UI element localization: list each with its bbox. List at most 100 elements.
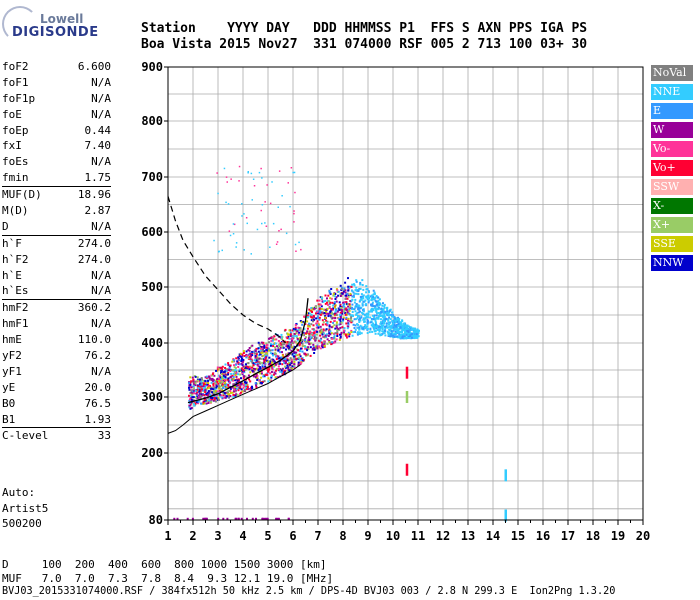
echo-point xyxy=(298,331,301,334)
echo-point xyxy=(272,337,275,340)
echo-point xyxy=(339,284,342,287)
echo-point xyxy=(266,347,269,350)
echo-point xyxy=(326,301,328,304)
echo-point xyxy=(237,387,240,389)
echo-point xyxy=(343,287,346,290)
echo-point xyxy=(196,388,199,391)
echo-point xyxy=(307,325,310,328)
echo-point xyxy=(248,349,251,352)
echo-point xyxy=(216,366,219,369)
echo-point xyxy=(229,234,232,237)
echo-point xyxy=(382,322,385,325)
echo-point xyxy=(358,304,361,307)
echo-point xyxy=(312,318,315,321)
param-value: 360.2 xyxy=(77,301,111,315)
echo-point xyxy=(275,369,277,372)
echo-point xyxy=(323,344,326,347)
echo-point xyxy=(264,222,266,224)
echo-point xyxy=(336,335,339,337)
echo-point xyxy=(237,361,240,364)
echo-point xyxy=(316,299,319,302)
echo-point xyxy=(254,352,256,355)
echo-point xyxy=(374,329,377,332)
echo-point xyxy=(312,345,315,348)
echo-point xyxy=(280,369,283,372)
echo-point xyxy=(406,326,409,328)
x-tick-label: 10 xyxy=(386,529,400,543)
echo-point xyxy=(364,317,367,319)
echo-point xyxy=(378,315,381,318)
echo-point xyxy=(229,370,232,372)
echo-point xyxy=(315,317,318,320)
echo-point xyxy=(335,300,338,303)
echo-point xyxy=(413,333,416,335)
param-row: hmF1 N/A xyxy=(2,316,111,332)
echo-point xyxy=(199,395,202,398)
echo-point xyxy=(318,316,321,319)
echo-point xyxy=(339,337,342,339)
x-tick-label: 15 xyxy=(511,529,525,543)
echo-point xyxy=(304,332,307,335)
echo-point xyxy=(381,327,384,330)
echo-point xyxy=(388,310,391,313)
echo-point xyxy=(218,389,221,392)
echo-point xyxy=(232,372,235,375)
echo-point xyxy=(196,379,199,382)
echo-point xyxy=(328,303,331,305)
echo-point xyxy=(389,335,392,338)
echo-point xyxy=(301,350,304,353)
echo-point xyxy=(255,517,257,520)
echo-point xyxy=(372,298,374,301)
echo-point xyxy=(398,328,401,331)
echo-point xyxy=(414,331,416,334)
echo-point xyxy=(318,312,321,315)
x-tick-label: 19 xyxy=(611,529,625,543)
echo-point xyxy=(193,404,196,407)
echo-point xyxy=(407,334,410,336)
echo-point xyxy=(263,361,266,364)
echo-point xyxy=(364,299,367,302)
echo-point xyxy=(251,352,254,355)
echo-point xyxy=(268,379,271,382)
echo-point xyxy=(355,286,358,289)
echo-point xyxy=(296,337,299,340)
echo-point xyxy=(311,308,314,311)
echo-point xyxy=(379,327,382,330)
echo-point xyxy=(266,344,268,346)
echo-point xyxy=(369,327,372,330)
echo-point xyxy=(191,517,194,520)
echo-point xyxy=(241,372,244,375)
echo-point xyxy=(308,332,311,335)
echo-point xyxy=(235,381,238,384)
echo-point xyxy=(337,328,340,331)
echo-point xyxy=(264,352,267,355)
echo-point xyxy=(290,358,293,361)
echo-point xyxy=(320,341,323,344)
echo-point xyxy=(321,344,324,347)
echo-point xyxy=(234,371,236,374)
profile-curve xyxy=(187,298,309,404)
echo-point xyxy=(358,333,361,335)
echo-point xyxy=(218,374,221,377)
echo-point xyxy=(286,332,289,335)
echo-point xyxy=(366,327,369,330)
echo-point xyxy=(365,295,368,298)
param-row: yF2 76.2 xyxy=(2,348,111,364)
echo-point xyxy=(291,337,294,340)
echo-point xyxy=(404,326,407,329)
echo-point xyxy=(311,348,314,351)
echo-point xyxy=(331,301,334,304)
echo-point xyxy=(314,331,317,334)
echo-point xyxy=(291,367,294,370)
echo-point xyxy=(317,303,320,306)
echo-point xyxy=(235,375,238,378)
x-tick-label: 8 xyxy=(339,529,346,543)
echo-point xyxy=(349,314,352,317)
echo-point xyxy=(382,319,385,322)
echo-point xyxy=(307,312,310,315)
echo-point xyxy=(251,387,254,390)
echo-point xyxy=(347,312,350,315)
echo-point xyxy=(190,398,193,401)
echo-point xyxy=(265,356,268,359)
echo-point xyxy=(296,354,299,357)
